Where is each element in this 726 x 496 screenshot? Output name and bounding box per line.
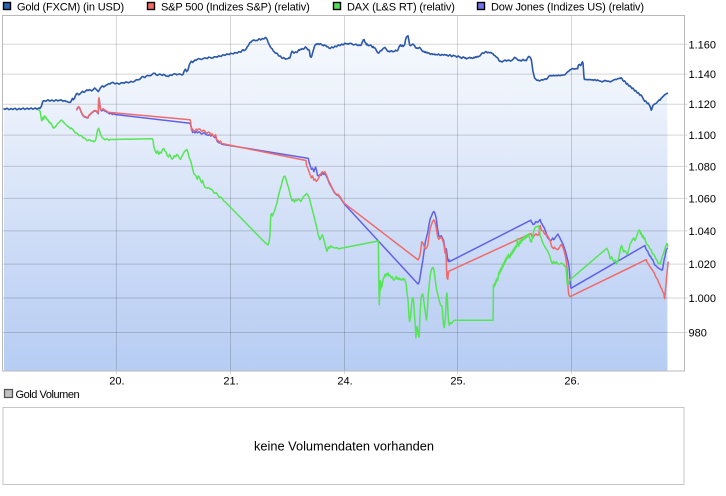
svg-text:1.080: 1.080 (689, 161, 717, 173)
svg-text:1.020: 1.020 (689, 259, 717, 271)
svg-text:Dow Jones (Indizes US) (relati: Dow Jones (Indizes US) (relativ) (491, 2, 644, 14)
svg-text:1.040: 1.040 (689, 226, 717, 238)
svg-text:1.140: 1.140 (689, 69, 717, 81)
svg-text:26.: 26. (564, 376, 579, 388)
svg-text:keine Volumendaten vorhanden: keine Volumendaten vorhanden (254, 439, 434, 454)
svg-text:1.100: 1.100 (689, 130, 717, 142)
svg-text:24.: 24. (337, 376, 352, 388)
svg-text:1.120: 1.120 (689, 99, 717, 111)
svg-text:21.: 21. (223, 376, 238, 388)
svg-text:20.: 20. (109, 376, 124, 388)
svg-text:Gold Volumen: Gold Volumen (16, 389, 80, 401)
svg-text:Gold (FXCM) (in USD): Gold (FXCM) (in USD) (17, 2, 124, 14)
svg-text:1.060: 1.060 (689, 193, 717, 205)
svg-text:1.000: 1.000 (689, 293, 717, 305)
svg-text:DAX (L&S RT) (relativ): DAX (L&S RT) (relativ) (347, 2, 455, 14)
svg-text:S&P 500 (Indizes S&P) (relativ: S&P 500 (Indizes S&P) (relativ) (161, 2, 310, 14)
svg-text:1.160: 1.160 (689, 39, 717, 51)
svg-text:25.: 25. (450, 376, 465, 388)
svg-text:980: 980 (689, 328, 707, 340)
